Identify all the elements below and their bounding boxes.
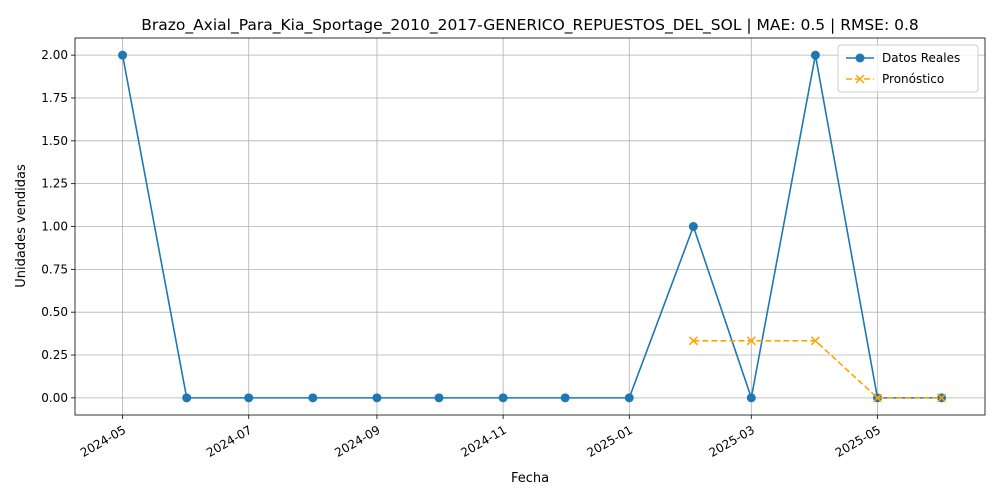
x-tick-label: 2024-05: [78, 423, 128, 460]
y-tick-label: 1.75: [41, 91, 68, 105]
marker-stroke: [688, 336, 698, 346]
y-tick-label: 0.75: [41, 262, 68, 276]
data-point: [560, 393, 570, 403]
x-tick-label: 2024-09: [332, 423, 382, 460]
x-tick-label: 2024-07: [204, 423, 254, 460]
grid: [75, 38, 985, 415]
marker-stroke: [855, 74, 865, 84]
data-point: [746, 393, 756, 403]
x-axis-label: Fecha: [511, 471, 549, 486]
chart-title: Brazo_Axial_Para_Kia_Sportage_2010_2017-…: [141, 16, 919, 35]
x-tick-label: 2025-01: [585, 423, 635, 460]
data-point: [182, 393, 192, 403]
data-point: [688, 222, 698, 231]
data-point: [372, 393, 382, 403]
data-point: [308, 393, 318, 403]
x-tick-label: 2024-11: [458, 423, 508, 460]
legend-label: Pronóstico: [882, 72, 944, 86]
data-point: [244, 393, 254, 403]
y-tick-label: 2.00: [41, 48, 68, 62]
y-axis: 0.00 0.25 0.50 0.75 1.00 1.25 1.50 1.75 2.00: [41, 48, 75, 405]
y-tick-label: 1.25: [41, 177, 68, 191]
legend: Datos Reales Pronóstico: [837, 44, 979, 93]
marker-stroke: [872, 393, 882, 403]
x-tick-label: 2025-05: [833, 423, 883, 460]
series-layer: [118, 50, 947, 403]
series-line-0: [121, 54, 942, 402]
data-point: [688, 336, 698, 346]
series-line-1: [693, 339, 942, 399]
legend-marker: [855, 53, 865, 63]
data-point: [810, 336, 820, 346]
y-tick-label: 1.50: [41, 134, 68, 148]
data-point: [746, 336, 756, 346]
y-axis-label: Unidades vendidas: [14, 164, 29, 288]
legend-marker: [855, 74, 865, 84]
marker-stroke: [810, 336, 820, 346]
data-point: [872, 393, 882, 403]
marker-stroke: [746, 336, 756, 346]
y-tick-label: 0.50: [41, 305, 68, 319]
data-point: [434, 393, 444, 403]
y-tick-label: 1.00: [41, 220, 68, 234]
data-point: [810, 50, 820, 60]
x-tick-label: 2025-03: [707, 423, 757, 460]
y-tick-label: 0.00: [41, 391, 68, 405]
data-point: [498, 393, 508, 403]
data-point: [624, 393, 634, 403]
x-axis: 2024-05 2024-07 2024-09 2024-11 2025-01 2025-…: [78, 415, 883, 460]
data-point: [937, 393, 947, 403]
legend-label: Datos Reales: [882, 51, 960, 65]
data-point: [118, 50, 128, 60]
legend-box: [837, 44, 979, 93]
marker-stroke: [937, 393, 947, 403]
y-tick-label: 0.25: [41, 348, 68, 362]
